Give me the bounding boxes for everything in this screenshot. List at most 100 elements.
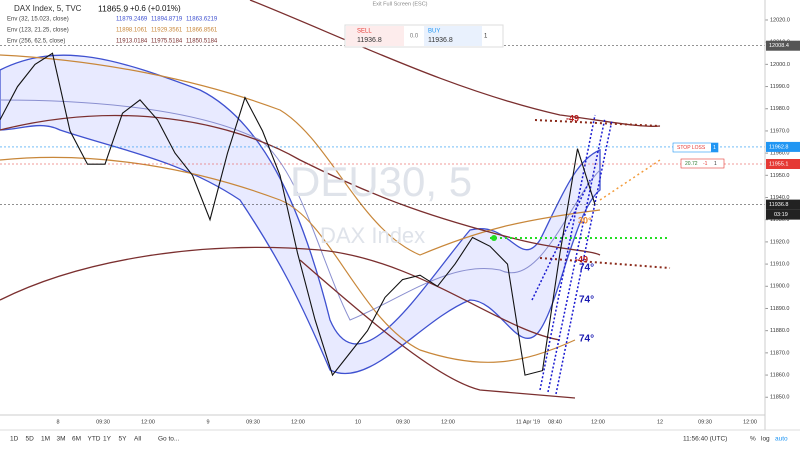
price-marker-label: 11936.8 xyxy=(769,202,788,208)
sl-qty-box xyxy=(711,143,718,152)
range-button[interactable]: 1D xyxy=(10,436,19,443)
price-line xyxy=(0,52,596,377)
indicator-value: 11894.8719 xyxy=(151,17,183,23)
sell-label: SELL xyxy=(357,29,372,35)
indicator-value: 11850.5184 xyxy=(186,39,218,45)
watermark-symbol: DEU30, 5 xyxy=(290,158,472,205)
price-marker-box xyxy=(766,141,800,152)
symbol: DAX Index, 5, TVC xyxy=(14,4,82,13)
time-label: 12:00 xyxy=(743,419,757,425)
watermark-name: DAX Index xyxy=(320,223,425,248)
countdown-box xyxy=(766,209,800,220)
indicator-value: 11866.8561 xyxy=(186,28,218,34)
goto-button[interactable]: Go to... xyxy=(158,436,180,443)
indicator-name: Env (32, 15.023, close) xyxy=(7,17,69,23)
time-label: 09:30 xyxy=(698,419,712,425)
price-tick-label: 11910.0 xyxy=(770,262,789,268)
time-label: 12:00 xyxy=(591,419,605,425)
price-marker-label: 11955.1 xyxy=(769,161,788,167)
exit-fullscreen[interactable]: Exit Full Screen (ESC) xyxy=(372,1,427,7)
time-label: 09:30 xyxy=(396,419,410,425)
annotations: STOP LOSS 1 20.72 -1 1 -49 30° -49 74° 7… xyxy=(566,113,725,345)
range-button[interactable]: YTD xyxy=(88,436,101,443)
auto-toggle[interactable]: auto xyxy=(775,436,788,443)
price-tick-label: 11900.0 xyxy=(770,284,789,290)
time-label: 09:30 xyxy=(246,419,260,425)
indicator-name: Env (256, 62.5, close) xyxy=(7,39,65,45)
price-marker-box xyxy=(766,40,800,51)
price-marker-box xyxy=(766,199,800,210)
price-marker-label: 11962.8 xyxy=(769,144,788,150)
time-label: 12:00 xyxy=(291,419,305,425)
angle-label: 30° xyxy=(578,215,592,225)
angle-label: -49 xyxy=(575,254,588,264)
price-axis: 11850.0 11860.0 11870.0 11880.0 11890.0 11900… xyxy=(0,17,800,401)
indicator-value: 11863.6219 xyxy=(186,17,218,23)
time-label: 12:00 xyxy=(441,419,455,425)
price-marker-label: 12008.4 xyxy=(769,43,789,49)
price-tick-label: 11890.0 xyxy=(770,306,789,312)
time-label: 9 xyxy=(206,419,209,425)
quantity[interactable]: 1 xyxy=(484,34,488,40)
pnl-minus: -1 xyxy=(703,161,708,167)
pnl-qty: 1 xyxy=(714,161,717,167)
clock: 11:56:40 (UTC) xyxy=(683,436,727,443)
time-label: 12:00 xyxy=(141,419,155,425)
angle-label: 74° xyxy=(579,295,594,306)
sell-button[interactable] xyxy=(346,26,404,46)
sl-qty: 1 xyxy=(713,145,716,151)
price-tick-label: 11980.0 xyxy=(770,106,789,112)
order-panel: SELL 11936.8 0.0 BUY 11936.8 1 xyxy=(344,24,504,48)
price-tick-label: 11880.0 xyxy=(770,328,789,334)
range-button[interactable]: 6M xyxy=(72,436,81,443)
time-label: 09:30 xyxy=(96,419,110,425)
range-button[interactable]: 5D xyxy=(26,436,35,443)
indicator-value: 11898.1061 xyxy=(116,28,148,34)
last-price: 11865.9 xyxy=(98,3,128,13)
time-label: 08:40 xyxy=(548,419,562,425)
range-button[interactable]: 1M xyxy=(41,436,50,443)
indicator-value: 11913.0184 xyxy=(116,39,148,45)
indicator-curves xyxy=(0,0,671,399)
angle-label: -49 xyxy=(566,113,579,123)
log-toggle[interactable]: log xyxy=(761,436,770,443)
sell-price: 11936.8 xyxy=(357,37,382,44)
price-tick-label: 11940.0 xyxy=(770,195,789,201)
indicator-name: Env (123, 21.25, close) xyxy=(7,28,69,34)
range-button[interactable]: 3M xyxy=(57,436,66,443)
price-tick-label: 11990.0 xyxy=(770,84,789,90)
price-tick-label: 11970.0 xyxy=(770,128,789,134)
price-tick-label: 12020.0 xyxy=(770,17,790,23)
time-label: 12 xyxy=(657,419,663,425)
pnl: 20.72 xyxy=(685,161,698,167)
indicator-value: 11929.3561 xyxy=(151,28,183,34)
buy-price: 11936.8 xyxy=(428,37,453,44)
change: +0.6 (+0.01%) xyxy=(130,4,181,13)
time-label: 10 xyxy=(355,419,361,425)
header: DAX Index, 5, TVC 11865.9 +0.6 (+0.01%) … xyxy=(14,1,428,13)
angle-label: 74° xyxy=(579,263,594,274)
price-tick-label: 11870.0 xyxy=(770,350,789,356)
pct-toggle[interactable]: % xyxy=(750,436,756,443)
price-tick-label: 11930.0 xyxy=(770,217,789,223)
price-tick-label: 11960.0 xyxy=(770,151,789,157)
range-button[interactable]: 5Y xyxy=(119,436,128,443)
price-tick-label: 11920.0 xyxy=(770,239,789,245)
price-tick-label: 11850.0 xyxy=(770,395,789,401)
indicator-value: 11975.5184 xyxy=(151,39,183,45)
price-tick-label: 11950.0 xyxy=(770,173,789,179)
range-button[interactable]: 1Y xyxy=(103,436,112,443)
time-label: 11 Apr '19 xyxy=(516,419,540,425)
pnl-box[interactable] xyxy=(680,158,725,169)
range-button[interactable]: All xyxy=(134,436,142,443)
price-marker-box xyxy=(766,159,800,170)
angle-label: 74° xyxy=(579,334,594,345)
price-tick-label: 12000.0 xyxy=(770,62,790,68)
indicator-value: 11879.2469 xyxy=(116,17,148,23)
watermark: DEU30, 5 DAX Index xyxy=(290,158,472,248)
buy-button[interactable] xyxy=(424,26,482,46)
countdown: 03:19 xyxy=(774,212,788,218)
stop-loss: STOP LOSS xyxy=(677,145,706,151)
